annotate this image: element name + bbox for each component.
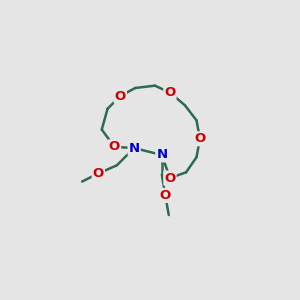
- Text: N: N: [129, 142, 140, 154]
- Text: O: O: [115, 90, 126, 103]
- Text: O: O: [164, 172, 175, 184]
- Text: O: O: [109, 140, 120, 153]
- Text: O: O: [194, 132, 206, 145]
- Text: O: O: [164, 86, 175, 99]
- Text: O: O: [160, 189, 171, 202]
- Text: N: N: [156, 148, 167, 161]
- Text: O: O: [93, 167, 104, 180]
